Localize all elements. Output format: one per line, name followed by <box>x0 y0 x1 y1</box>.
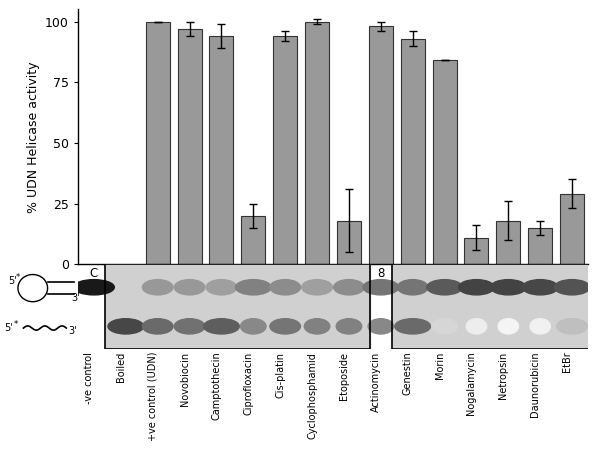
Ellipse shape <box>108 319 143 334</box>
Text: EtBr: EtBr <box>562 352 572 372</box>
Text: Morin: Morin <box>434 352 445 379</box>
Ellipse shape <box>466 319 487 334</box>
Text: Genestin: Genestin <box>403 352 413 396</box>
Ellipse shape <box>203 319 239 334</box>
Ellipse shape <box>206 279 237 295</box>
Text: Novobiocin: Novobiocin <box>179 352 190 406</box>
Text: 3': 3' <box>68 326 76 336</box>
Bar <box>105 264 370 349</box>
Text: *: * <box>13 320 17 329</box>
Ellipse shape <box>368 319 394 334</box>
Bar <box>392 264 593 349</box>
Text: 3': 3' <box>72 293 80 303</box>
Ellipse shape <box>363 279 398 295</box>
Ellipse shape <box>530 319 550 334</box>
Ellipse shape <box>432 319 457 334</box>
Bar <box>305 22 329 264</box>
Text: *: * <box>16 273 20 282</box>
Ellipse shape <box>235 279 271 295</box>
Bar <box>560 194 584 264</box>
Ellipse shape <box>490 279 526 295</box>
Text: -ve control: -ve control <box>84 352 94 404</box>
Ellipse shape <box>270 319 301 334</box>
Ellipse shape <box>557 319 587 334</box>
Bar <box>433 60 457 264</box>
Bar <box>401 39 425 264</box>
Y-axis label: % UDN Helicase activity: % UDN Helicase activity <box>26 61 40 212</box>
Bar <box>178 29 202 264</box>
Ellipse shape <box>458 279 494 295</box>
Text: Etoposide: Etoposide <box>339 352 349 400</box>
Ellipse shape <box>241 319 266 334</box>
Ellipse shape <box>74 279 115 295</box>
Text: Netropsin: Netropsin <box>499 352 508 399</box>
Ellipse shape <box>395 319 431 334</box>
Ellipse shape <box>270 279 301 295</box>
Bar <box>241 216 265 264</box>
Ellipse shape <box>174 319 205 334</box>
Text: Boiled: Boiled <box>116 352 126 382</box>
Text: Camptothecin: Camptothecin <box>211 352 221 421</box>
Bar <box>337 220 361 264</box>
Bar <box>273 36 297 264</box>
Text: Actinomycin: Actinomycin <box>371 352 381 412</box>
Bar <box>105 264 370 349</box>
Text: Daunorubicin: Daunorubicin <box>530 352 540 417</box>
Text: Nogalamycin: Nogalamycin <box>466 352 476 415</box>
Text: Cis-platin: Cis-platin <box>275 352 285 398</box>
Ellipse shape <box>427 279 463 295</box>
Ellipse shape <box>397 279 428 295</box>
Bar <box>209 36 233 264</box>
Text: 5': 5' <box>8 276 17 287</box>
Bar <box>528 228 552 264</box>
Text: +ve control (UDN): +ve control (UDN) <box>148 352 158 441</box>
Ellipse shape <box>336 319 362 334</box>
Ellipse shape <box>142 279 173 295</box>
Ellipse shape <box>304 319 330 334</box>
Ellipse shape <box>523 279 558 295</box>
Ellipse shape <box>142 319 173 334</box>
Bar <box>392 264 593 349</box>
Ellipse shape <box>334 279 364 295</box>
Ellipse shape <box>498 319 518 334</box>
Text: 5': 5' <box>4 323 13 333</box>
Bar <box>369 26 393 264</box>
Ellipse shape <box>174 279 205 295</box>
Bar <box>496 220 520 264</box>
Ellipse shape <box>554 279 590 295</box>
Bar <box>464 237 488 264</box>
Bar <box>146 22 170 264</box>
Text: Ciprofloxacin: Ciprofloxacin <box>244 352 253 415</box>
Ellipse shape <box>302 279 332 295</box>
Text: Cyclophosphamid: Cyclophosphamid <box>307 352 317 438</box>
